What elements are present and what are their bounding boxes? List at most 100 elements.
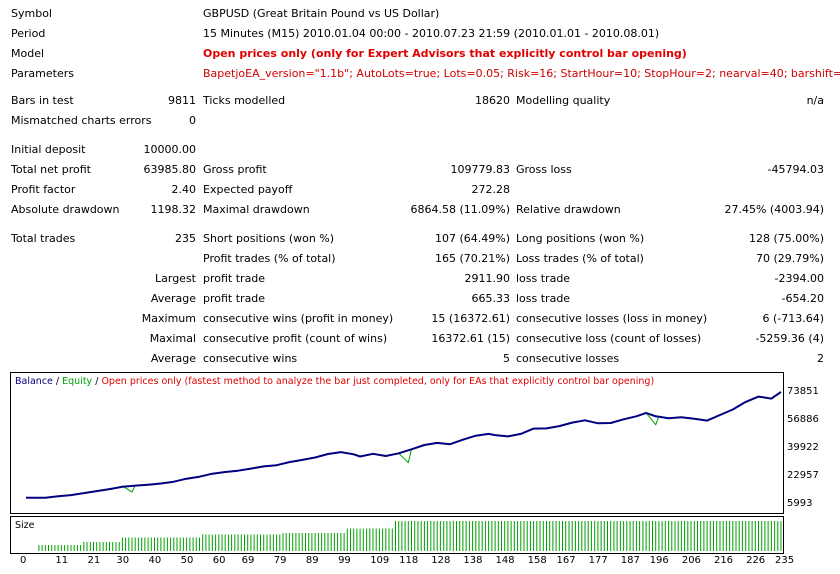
profit-factor-label: Profit factor — [11, 183, 76, 196]
long-positions-value: 128 (75.00%) — [748, 232, 824, 245]
balance-chart: Balance / Equity / Open prices only (fas… — [10, 372, 784, 514]
gross-loss-label: Gross loss — [516, 163, 572, 176]
average-loss-value: -654.20 — [781, 292, 824, 305]
period-value: 15 Minutes (M15) 2010.01.04 00:00 - 2010… — [203, 27, 660, 40]
x-tick-label: 40 — [148, 555, 162, 566]
avg-consec-losses-value: 2 — [817, 352, 824, 365]
modelling-quality-value: n/a — [806, 94, 824, 107]
gross-profit-label: Gross profit — [203, 163, 267, 176]
symbol-value: GBPUSD (Great Britain Pound vs US Dollar… — [203, 7, 440, 20]
x-tick-label: 30 — [116, 555, 130, 566]
total-trades-value: 235 — [175, 232, 196, 245]
y-tick-label: 5993 — [787, 498, 813, 510]
chart-legend: Balance / Equity / Open prices only (fas… — [15, 376, 654, 388]
model-value: Open prices only (only for Expert Adviso… — [203, 47, 687, 60]
loss-trades-label: Loss trades (% of total) — [516, 252, 644, 265]
x-tick-label: 177 — [588, 555, 608, 566]
absolute-drawdown-value: 1198.32 — [150, 203, 197, 216]
total-trades-label: Total trades — [11, 232, 76, 245]
max-consec-wins-label: consecutive wins (profit in money) — [203, 312, 394, 325]
avg-consec-losses-label: consecutive losses — [516, 352, 620, 365]
x-tick-label: 158 — [527, 555, 547, 566]
x-tick-label: 187 — [620, 555, 640, 566]
maximal-label: Maximal — [149, 332, 196, 345]
absolute-drawdown-label: Absolute drawdown — [11, 203, 120, 216]
avg-consec-wins-value: 5 — [503, 352, 510, 365]
balance-chart-svg — [26, 391, 782, 499]
maximal-drawdown-value: 6864.58 (11.09%) — [410, 203, 510, 216]
x-tick-label: 167 — [556, 555, 576, 566]
equity-line — [26, 391, 782, 499]
x-tick-label: 226 — [746, 555, 766, 566]
ticks-modelled-label: Ticks modelled — [203, 94, 286, 107]
x-tick-label: 118 — [399, 555, 419, 566]
symbol-label: Symbol — [11, 7, 52, 20]
x-tick-label: 69 — [241, 555, 255, 566]
y-tick-label: 22957 — [787, 470, 819, 482]
model-label: Model — [11, 47, 45, 60]
x-tick-label: 206 — [681, 555, 701, 566]
loss-trades-value: 70 (29.79%) — [755, 252, 824, 265]
x-tick-label: 235 — [775, 555, 795, 566]
mismatched-value: 0 — [189, 114, 196, 127]
long-positions-label: Long positions (won %) — [516, 232, 645, 245]
period-label: Period — [11, 27, 46, 40]
legend-note: Open prices only (fastest method to anal… — [101, 376, 655, 387]
initial-deposit-value: 10000.00 — [143, 143, 197, 156]
maximal-consec-loss-value: -5259.36 (4) — [755, 332, 824, 345]
expected-payoff-value: 272.28 — [471, 183, 511, 196]
max-consec-losses-value: 6 (-713.64) — [762, 312, 824, 325]
x-tick-label: 109 — [370, 555, 390, 566]
maximal-drawdown-label: Maximal drawdown — [203, 203, 310, 216]
x-tick-label: 89 — [305, 555, 319, 566]
profit-trades-value: 165 (70.21%) — [434, 252, 510, 265]
balance-line — [26, 391, 782, 499]
gross-loss-value: -45794.03 — [767, 163, 824, 176]
average2-label: Average — [150, 352, 196, 365]
modelling-quality-label: Modelling quality — [516, 94, 611, 107]
ticks-modelled-value: 18620 — [475, 94, 510, 107]
size-label: Size — [15, 520, 35, 531]
x-tick-label: 50 — [180, 555, 194, 566]
legend-equity: Equity — [62, 376, 93, 387]
x-tick-label: 0 — [20, 555, 27, 566]
profit-factor-value: 2.40 — [171, 183, 197, 196]
size-chart-svg — [38, 521, 782, 551]
max-consec-losses-label: consecutive losses (loss in money) — [516, 312, 708, 325]
largest-loss-value: -2394.00 — [774, 272, 824, 285]
maximal-consec-loss-label: consecutive loss (count of losses) — [516, 332, 702, 345]
maximal-consec-profit-label: consecutive profit (count of wins) — [203, 332, 388, 345]
parameters-label: Parameters — [11, 67, 74, 80]
average-profit-label: profit trade — [203, 292, 266, 305]
avg-consec-wins-label: consecutive wins — [203, 352, 298, 365]
average-label: Average — [150, 292, 196, 305]
legend-sep1: / — [52, 376, 63, 387]
x-tick-label: 216 — [713, 555, 734, 566]
expected-payoff-label: Expected payoff — [203, 183, 293, 196]
y-tick-label: 73851 — [787, 385, 819, 397]
largest-loss-label: loss trade — [516, 272, 571, 285]
relative-drawdown-value: 27.45% (4003.94) — [724, 203, 824, 216]
profit-trades-label: Profit trades (% of total) — [203, 252, 336, 265]
x-tick-label: 60 — [212, 555, 226, 566]
mismatched-label: Mismatched charts errors — [11, 114, 152, 127]
bars-in-test-label: Bars in test — [11, 94, 74, 107]
y-tick-label: 56886 — [787, 414, 819, 425]
maximum-label: Maximum — [141, 312, 196, 325]
short-positions-label: Short positions (won %) — [203, 232, 335, 245]
size-chart: Size — [10, 516, 784, 554]
legend-balance: Balance — [15, 376, 53, 387]
largest-profit-label: profit trade — [203, 272, 266, 285]
initial-deposit-label: Initial deposit — [11, 143, 86, 156]
x-tick-label: 99 — [338, 555, 351, 566]
legend-sep2: / — [92, 376, 102, 387]
y-tick-label: 39922 — [787, 442, 819, 454]
max-consec-wins-value: 15 (16372.61) — [431, 312, 510, 325]
x-tick-label: 138 — [463, 555, 483, 566]
x-tick-label: 196 — [649, 555, 669, 566]
bars-in-test-value: 9811 — [168, 94, 196, 107]
maximal-consec-profit-value: 16372.61 (15) — [431, 332, 510, 345]
total-net-profit-label: Total net profit — [11, 163, 91, 176]
average-loss-label: loss trade — [516, 292, 571, 305]
x-tick-label: 148 — [495, 555, 515, 566]
